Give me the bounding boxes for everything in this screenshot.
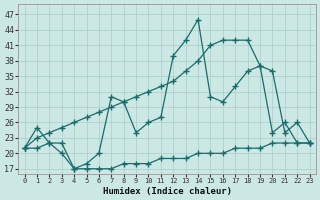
- X-axis label: Humidex (Indice chaleur): Humidex (Indice chaleur): [103, 187, 232, 196]
